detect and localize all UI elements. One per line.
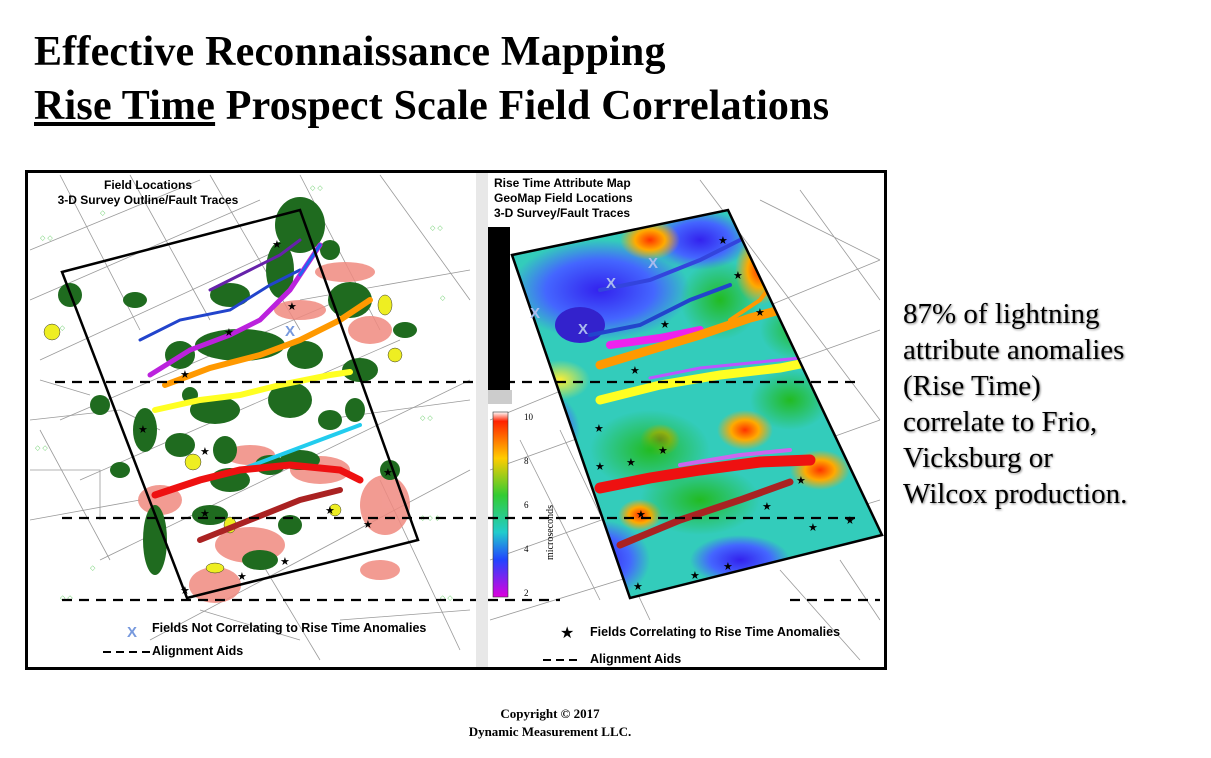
svg-text:★: ★ — [626, 456, 636, 469]
svg-text:◇ ◇: ◇ ◇ — [35, 445, 48, 452]
svg-text:★: ★ — [325, 504, 335, 517]
left-x-marker: X — [285, 323, 295, 340]
svg-text:X: X — [606, 275, 616, 292]
legend-star-icon: ★ — [560, 623, 574, 642]
note-line-2: attribute anomalies — [903, 334, 1125, 366]
svg-text:★: ★ — [363, 518, 373, 531]
title-line-2-rest: Prospect Scale Field Correlations — [225, 83, 830, 129]
title-line-2: Rise Time Prospect Scale Field Correlati… — [34, 82, 829, 130]
svg-text:★: ★ — [808, 521, 818, 534]
left-label-line-2: 3-D Survey Outline/Fault Traces — [57, 193, 239, 207]
svg-text:★: ★ — [658, 444, 668, 457]
svg-text:◇ ◇: ◇ ◇ — [310, 185, 323, 192]
legend-x-icon: X — [127, 624, 137, 641]
note-line-6: Wilcox production. — [903, 478, 1128, 510]
svg-text:★: ★ — [280, 555, 290, 568]
svg-text:★: ★ — [237, 570, 247, 583]
svg-text:◇: ◇ — [100, 210, 106, 217]
svg-text:X: X — [530, 305, 540, 322]
svg-text:★: ★ — [762, 500, 772, 513]
right-label-line-3: 3-D Survey/Fault Traces — [494, 206, 631, 220]
svg-text:★: ★ — [630, 364, 640, 377]
svg-text:★: ★ — [733, 269, 743, 282]
title-underlined-term: Rise Time — [34, 83, 216, 129]
scale-unit-label: microseconds — [545, 505, 556, 560]
svg-text:★: ★ — [660, 318, 670, 331]
note-line-1: 87% of lightning — [903, 298, 1100, 330]
svg-text:★: ★ — [595, 460, 605, 473]
svg-text:★: ★ — [272, 238, 282, 251]
svg-text:★: ★ — [633, 580, 643, 593]
left-background-grid — [29, 174, 471, 661]
left-panel-label: Field Locations 3-D Survey Outline/Fault… — [38, 178, 258, 208]
microseconds-color-scale — [492, 411, 509, 598]
company-line: Dynamic Measurement LLC. — [468, 724, 632, 739]
scale-tick-label: 10 — [524, 412, 534, 422]
svg-text:◇ ◇: ◇ ◇ — [40, 235, 53, 242]
right-panel-label: Rise Time Attribute Map GeoMap Field Loc… — [494, 176, 633, 221]
svg-text:★: ★ — [383, 466, 393, 479]
legend-correlating-text: Fields Correlating to Rise Time Anomalie… — [590, 625, 841, 639]
svg-text:★: ★ — [287, 300, 297, 313]
right-scale-header-block — [488, 227, 510, 393]
svg-text:★: ★ — [718, 234, 728, 247]
right-map-panel: 10 8 6 4 2 microseconds — [488, 179, 884, 661]
svg-text:★: ★ — [636, 508, 646, 521]
svg-text:★: ★ — [138, 423, 148, 436]
right-x-markers: X X X X — [530, 255, 658, 338]
legend-not-correlating-text: Fields Not Correlating to Rise Time Anom… — [152, 621, 427, 635]
right-scale-gap — [488, 390, 512, 404]
scale-tick-label: 8 — [524, 456, 529, 466]
svg-text:★: ★ — [224, 326, 234, 339]
svg-text:X: X — [578, 321, 588, 338]
note-line-5: Vicksburg or — [903, 442, 1053, 474]
right-scale-ticks: 10 8 6 4 2 — [524, 412, 534, 598]
right-field-stars: ★ ★ ★ ★ ★ ★ ★ ★ ★ ★ ★ ★ ★ ★ ★ ★ ★ — [594, 234, 855, 593]
svg-text:★: ★ — [594, 422, 604, 435]
svg-text:X: X — [648, 255, 658, 272]
svg-text:★: ★ — [796, 474, 806, 487]
right-label-line-2: GeoMap Field Locations — [494, 191, 633, 205]
note-line-4: correlate to Frio, — [903, 406, 1098, 438]
svg-text:★: ★ — [180, 584, 190, 597]
right-label-line-1: Rise Time Attribute Map — [494, 176, 631, 190]
svg-text:◇ ◇: ◇ ◇ — [60, 595, 73, 602]
left-map-panel: ◇ ◇◇◇ ◇ ◇ ◇ ◇◇ ◇◇ ◇ ◇ ◇ ◇◇ ◇◇ ◇ ◇◇◇ ◇ — [29, 174, 471, 661]
left-field-stars: ★ ★ ★ ★ ★ ★ ★ ★ ★ ★ ★ ★ ★ — [138, 238, 393, 597]
right-3d-survey-outline — [510, 208, 884, 600]
left-field-locations — [58, 197, 417, 575]
legend-left-alignment-text: Alignment Aids — [152, 644, 244, 658]
left-3d-survey-outline — [60, 208, 420, 600]
svg-text:★: ★ — [845, 514, 855, 527]
copyright-line: Copyright © 2017 — [500, 706, 600, 721]
panel-divider — [476, 173, 488, 667]
svg-text:★: ★ — [180, 368, 190, 381]
svg-text:★: ★ — [723, 560, 733, 573]
legend-right-alignment-text: Alignment Aids — [590, 652, 682, 666]
svg-text:◇ ◇: ◇ ◇ — [420, 415, 433, 422]
svg-text:★: ★ — [200, 445, 210, 458]
svg-text:★: ★ — [200, 507, 210, 520]
svg-text:◇ ◇: ◇ ◇ — [440, 595, 453, 602]
left-fault-traces — [138, 238, 373, 543]
svg-text:◇: ◇ — [90, 565, 96, 572]
svg-text:★: ★ — [755, 306, 765, 319]
note-line-3: (Rise Time) — [903, 370, 1041, 402]
scale-tick-label: 4 — [524, 544, 529, 554]
scale-tick-label: 6 — [524, 500, 529, 510]
title-line-1: Effective Reconnaissance Mapping — [34, 29, 666, 75]
svg-text:★: ★ — [690, 569, 700, 582]
left-label-line-1: Field Locations — [103, 178, 192, 192]
svg-text:◇: ◇ — [440, 295, 446, 302]
svg-text:◇ ◇: ◇ ◇ — [430, 225, 443, 232]
correlation-summary-note: 87% of lightning attribute anomalies (Ri… — [903, 296, 1127, 512]
alignment-aid-lines — [55, 380, 880, 602]
scale-tick-label: 2 — [524, 588, 529, 598]
svg-text:◇ ◇ ◇: ◇ ◇ ◇ — [420, 515, 441, 522]
